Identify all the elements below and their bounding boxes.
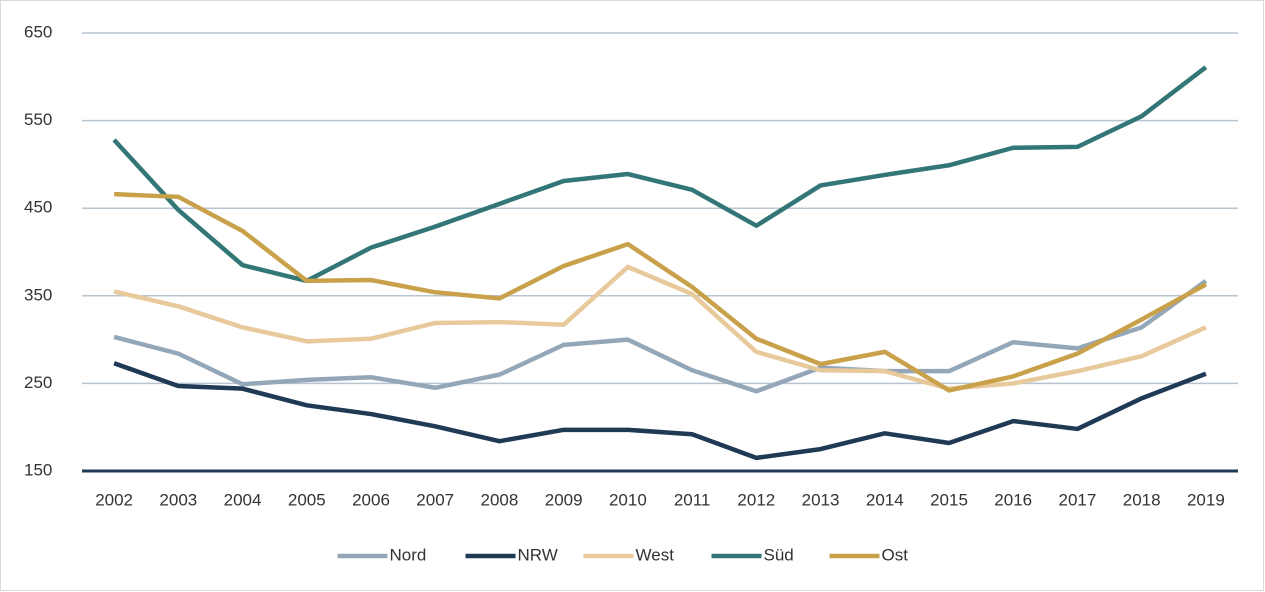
x-tick-label: 2013	[802, 490, 840, 509]
y-tick-label: 450	[24, 198, 52, 217]
x-tick-label: 2005	[288, 490, 326, 509]
legend-label: Süd	[764, 545, 794, 564]
x-tick-label: 2008	[481, 490, 519, 509]
y-tick-label: 550	[24, 110, 52, 129]
series-line	[112, 65, 1208, 284]
y-tick-label: 650	[24, 22, 52, 41]
y-tick-label: 250	[24, 373, 52, 392]
x-tick-label: 2006	[352, 490, 390, 509]
legend-label: West	[636, 545, 675, 564]
x-tick-label: 2003	[159, 490, 197, 509]
x-tick-label: 2010	[609, 490, 647, 509]
x-tick-label: 2014	[866, 490, 904, 509]
x-tick-label: 2009	[545, 490, 583, 509]
series-line	[113, 361, 1207, 461]
series-line	[113, 264, 1207, 391]
x-tick-label: 2004	[224, 490, 262, 509]
x-tick-label: 2002	[95, 490, 133, 509]
legend-label: NRW	[518, 545, 558, 564]
series-line	[113, 279, 1208, 394]
series-line	[114, 191, 1207, 393]
x-tick-label: 2012	[737, 490, 775, 509]
y-tick-label: 150	[24, 460, 52, 479]
legend-label: Ost	[882, 545, 909, 564]
x-tick-label: 2019	[1187, 490, 1225, 509]
legend-label: Nord	[390, 545, 427, 564]
x-tick-label: 2007	[416, 490, 454, 509]
x-tick-label: 2018	[1123, 490, 1161, 509]
x-tick-label: 2017	[1059, 490, 1097, 509]
x-tick-label: 2016	[994, 490, 1032, 509]
x-tick-label: 2015	[930, 490, 968, 509]
x-tick-label: 2011	[674, 490, 711, 509]
y-tick-label: 350	[24, 285, 52, 304]
